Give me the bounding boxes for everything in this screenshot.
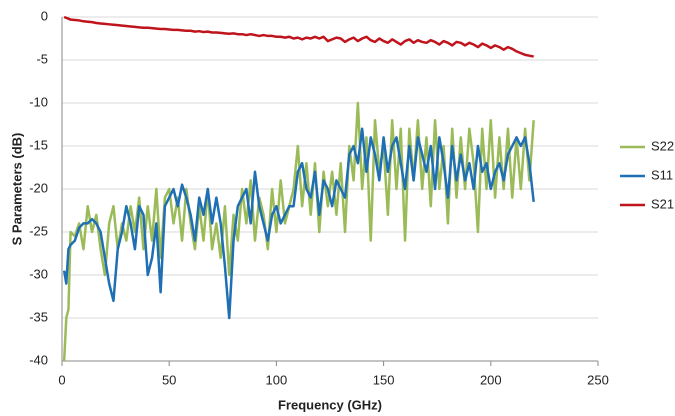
- y-tick-label: -25: [29, 223, 48, 238]
- legend-label: S22: [651, 138, 674, 153]
- y-tick-label: -40: [29, 352, 48, 367]
- x-tick-label: 200: [480, 372, 502, 387]
- y-tick-label: -15: [29, 137, 48, 152]
- x-tick-label: 100: [266, 372, 288, 387]
- y-tick-label: 0: [41, 8, 48, 23]
- x-tick-label: 250: [587, 372, 609, 387]
- series-line: [62, 127, 535, 320]
- y-tick-label: -20: [29, 180, 48, 195]
- y-axis-title: S Parameters (dB): [9, 133, 24, 246]
- x-tick-label: 150: [373, 372, 395, 387]
- y-tick-label: -5: [36, 51, 48, 66]
- y-tick-label: -35: [29, 309, 48, 324]
- x-axis-title: Frequency (GHz): [278, 397, 382, 412]
- y-tick-label: -10: [29, 94, 48, 109]
- legend-label: S11: [651, 167, 673, 182]
- y-tick-label: -30: [29, 266, 48, 281]
- series-line: [63, 15, 534, 58]
- x-tick-label: 0: [58, 372, 65, 387]
- x-tick-label: 50: [162, 372, 176, 387]
- legend-label: S21: [651, 196, 674, 211]
